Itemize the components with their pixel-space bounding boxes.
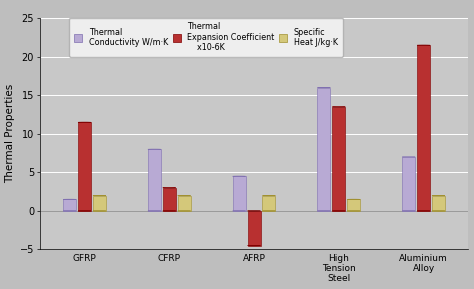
Bar: [93, 196, 106, 211]
Bar: [233, 176, 246, 211]
Ellipse shape: [347, 199, 360, 200]
Bar: [432, 196, 445, 211]
Bar: [163, 188, 176, 211]
Bar: [402, 157, 415, 211]
Ellipse shape: [63, 199, 76, 200]
Ellipse shape: [318, 87, 330, 88]
Ellipse shape: [233, 176, 246, 177]
Bar: [78, 122, 91, 211]
Bar: [148, 149, 161, 211]
Ellipse shape: [247, 245, 261, 246]
Bar: [178, 196, 191, 211]
Bar: [63, 199, 76, 211]
Y-axis label: Thermal Properties: Thermal Properties: [6, 84, 16, 184]
Ellipse shape: [178, 195, 191, 196]
Bar: [263, 196, 275, 211]
Bar: [417, 45, 430, 211]
Bar: [347, 199, 360, 211]
Ellipse shape: [263, 195, 275, 196]
Ellipse shape: [432, 195, 445, 196]
Ellipse shape: [78, 122, 91, 123]
Legend: Thermal
Conductivity W/m·K, Thermal
Expansion Coefficient
    x10-6K, Specific
H: Thermal Conductivity W/m·K, Thermal Expa…: [69, 18, 343, 57]
Ellipse shape: [93, 195, 106, 196]
Bar: [318, 88, 330, 211]
Bar: [332, 107, 345, 211]
Bar: [247, 211, 261, 246]
